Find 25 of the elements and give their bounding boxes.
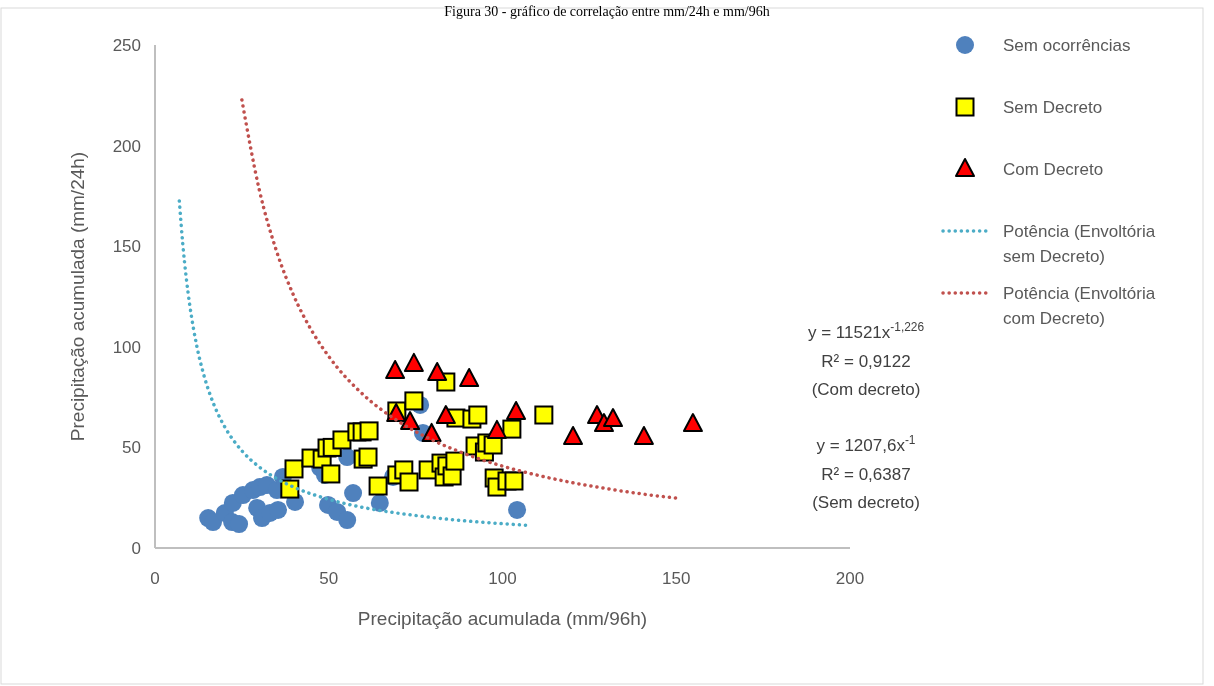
- y-axis-title: Precipitação acumulada (mm/24h): [67, 151, 88, 442]
- legend-label: Potência (Envoltória com Decreto): [1003, 284, 1156, 328]
- y-tick-label: 150: [112, 237, 141, 257]
- legend-label: Com Decreto: [1003, 160, 1104, 179]
- x-axis-title: Precipitação acumulada (mm/96h): [357, 608, 648, 629]
- annotation: (Com decreto): [811, 380, 921, 399]
- annotation: y = 11521x$^{-1,226}$: [807, 320, 925, 342]
- y-tick-label: 200: [112, 136, 141, 156]
- x-tick-label: 200: [835, 569, 865, 588]
- annotation: y = 1207,6x$^{-1}$: [816, 433, 916, 455]
- legend-label: Sem Decreto: [1003, 98, 1103, 117]
- x-tick-label: 150: [662, 569, 691, 588]
- y-tick-label: 100: [112, 337, 141, 357]
- y-tick-label: 0: [131, 539, 141, 558]
- y-tick-label: 250: [112, 36, 141, 55]
- legend-label: Sem ocorrências: [1003, 36, 1131, 55]
- legend-label: Potência (Envoltória sem Decreto): [1003, 222, 1156, 266]
- x-tick-label: 100: [488, 569, 517, 588]
- x-tick-label: 0: [150, 569, 160, 588]
- annotation: R² = 0,9122: [821, 351, 911, 371]
- annotation: (Sem decreto): [812, 493, 920, 512]
- annotation: R² = 0,6387: [821, 464, 911, 484]
- chart-title: Figura 30 - gráfico de correlação entre mm/24h e mm/96h: [444, 4, 770, 19]
- y-tick-label: 50: [122, 438, 141, 458]
- x-tick-label: 50: [319, 569, 339, 588]
